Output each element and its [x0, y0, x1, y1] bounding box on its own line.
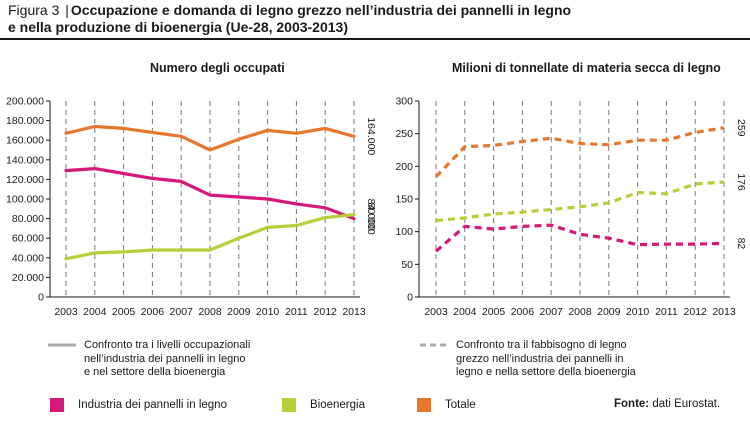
right-note-line: grezzo nell’industria dei pannelli in — [456, 352, 624, 365]
left-x-tick-label: 2010 — [256, 306, 280, 318]
source-text: dati Eurostat. — [652, 398, 721, 410]
right-series-bioenergia-end-label: 176 — [735, 173, 747, 191]
right-x-tick-label: 2005 — [482, 306, 506, 318]
left-y-tick-label: 40.000 — [12, 252, 44, 264]
right-x-tick-label: 2008 — [568, 306, 592, 318]
right-note-line: Confronto tra il fabbisogno di legno — [456, 339, 627, 351]
legend-item-bioenergia: Bioenergia — [282, 398, 365, 412]
left-y-tick-label: 20.000 — [12, 272, 44, 284]
left-series-totale-line — [64, 124, 356, 152]
right-y-tick-label: 300 — [395, 96, 413, 108]
legend-swatch-bioenergia — [282, 398, 296, 412]
left-series-pannelli-end-label: 80.000 — [365, 203, 377, 235]
right-series-bioenergia-line — [435, 180, 725, 223]
left-y-tick-label: 200.000 — [6, 96, 44, 108]
title-rule — [0, 38, 750, 40]
right-y-tick-label: 100 — [395, 226, 413, 238]
left-y-tick-label: 120.000 — [6, 174, 44, 186]
legend-swatch-pannelli — [50, 398, 64, 412]
right-x-tick-label: 2006 — [511, 306, 535, 318]
left-y-tick-label: 60.000 — [12, 233, 44, 245]
right-note-line: legno e nella settore della bioenergia — [456, 366, 636, 378]
right-y-tick-label: 50 — [401, 259, 413, 271]
right-series-totale-line — [434, 126, 725, 178]
left-x-tick-label: 2006 — [141, 306, 165, 318]
right-series-pannelli-end-label: 82 — [735, 238, 747, 250]
left-x-tick-label: 2011 — [285, 306, 308, 318]
left-y-tick-label: 100.000 — [6, 194, 44, 206]
left-x-tick-label: 2012 — [314, 306, 338, 318]
left-x-tick-label: 2009 — [227, 306, 251, 318]
figure-title-line1: Occupazione e domanda di legno grezzo ne… — [70, 2, 572, 18]
left-series-totale-end-label: 164.000 — [365, 117, 377, 155]
right-x-tick-label: 2011 — [655, 306, 678, 318]
right-x-tick-label: 2007 — [540, 306, 564, 318]
figure-title-line2: e nella produzione di bioenergia (Ue-28,… — [8, 19, 348, 35]
right-x-tick-label: 2009 — [597, 306, 621, 318]
legend-label-bioenergia: Bioenergia — [310, 399, 365, 411]
right-y-tick-label: 0 — [407, 292, 413, 304]
right-x-tick-label: 2010 — [626, 306, 650, 318]
left-y-tick-label: 140.000 — [6, 154, 44, 166]
left-chart-title: Numero degli occupati — [150, 61, 285, 75]
left-x-tick-label: 2013 — [342, 306, 366, 318]
left-x-tick-label: 2005 — [112, 306, 136, 318]
left-x-tick-label: 2003 — [54, 306, 78, 318]
figure-label: Figura 3 — [8, 2, 60, 18]
left-series-bioenergia-end-label: 84.000 — [365, 199, 377, 231]
right-chart-title: Milioni di tonnellate di materia secca d… — [452, 61, 721, 75]
legend-item-totale: Totale — [417, 398, 476, 412]
left-y-tick-label: 0 — [38, 292, 44, 304]
right-x-tick-label: 2003 — [424, 306, 448, 318]
right-y-tick-label: 150 — [395, 194, 413, 206]
right-x-tick-label: 2013 — [712, 306, 736, 318]
right-y-tick-label: 250 — [395, 128, 413, 140]
left-series-pannelli-line — [64, 167, 356, 221]
left-x-tick-label: 2004 — [83, 306, 107, 318]
left-x-tick-label: 2007 — [170, 306, 194, 318]
left-note-line: nell’industria dei pannelli in legno — [84, 352, 246, 365]
left-y-tick-label: 80.000 — [12, 213, 44, 225]
right-x-tick-label: 2004 — [453, 306, 477, 318]
figure-title: Figura 3 | Occupazione e domanda di legno… — [8, 2, 744, 36]
left-note-line: Confronto tra i livelli occupazionali — [84, 339, 251, 351]
left-y-tick-label: 160.000 — [6, 135, 44, 147]
left-note: Confronto tra i livelli occupazionali ne… — [84, 339, 250, 380]
right-series-totale-end-label: 259 — [735, 119, 747, 137]
legend-label-totale: Totale — [445, 399, 476, 411]
left-note-line: e nel settore della bioenergia — [84, 366, 226, 378]
legend-swatch-totale — [417, 398, 431, 412]
source-note: Fonte: dati Eurostat. — [614, 398, 720, 410]
left-series-bioenergia-line — [64, 213, 356, 261]
legend-label-pannelli: Industria dei pannelli in legno — [78, 399, 227, 411]
source-prefix: Fonte: — [614, 398, 650, 410]
left-y-tick-label: 180.000 — [6, 115, 44, 127]
left-x-tick-label: 2008 — [198, 306, 222, 318]
legend-item-pannelli: Industria dei pannelli in legno — [50, 398, 227, 412]
right-note: Confronto tra il fabbisogno di legno gre… — [456, 339, 636, 380]
right-x-tick-label: 2012 — [684, 306, 708, 318]
right-y-tick-label: 200 — [395, 161, 413, 173]
figure-separator: | — [65, 2, 69, 18]
